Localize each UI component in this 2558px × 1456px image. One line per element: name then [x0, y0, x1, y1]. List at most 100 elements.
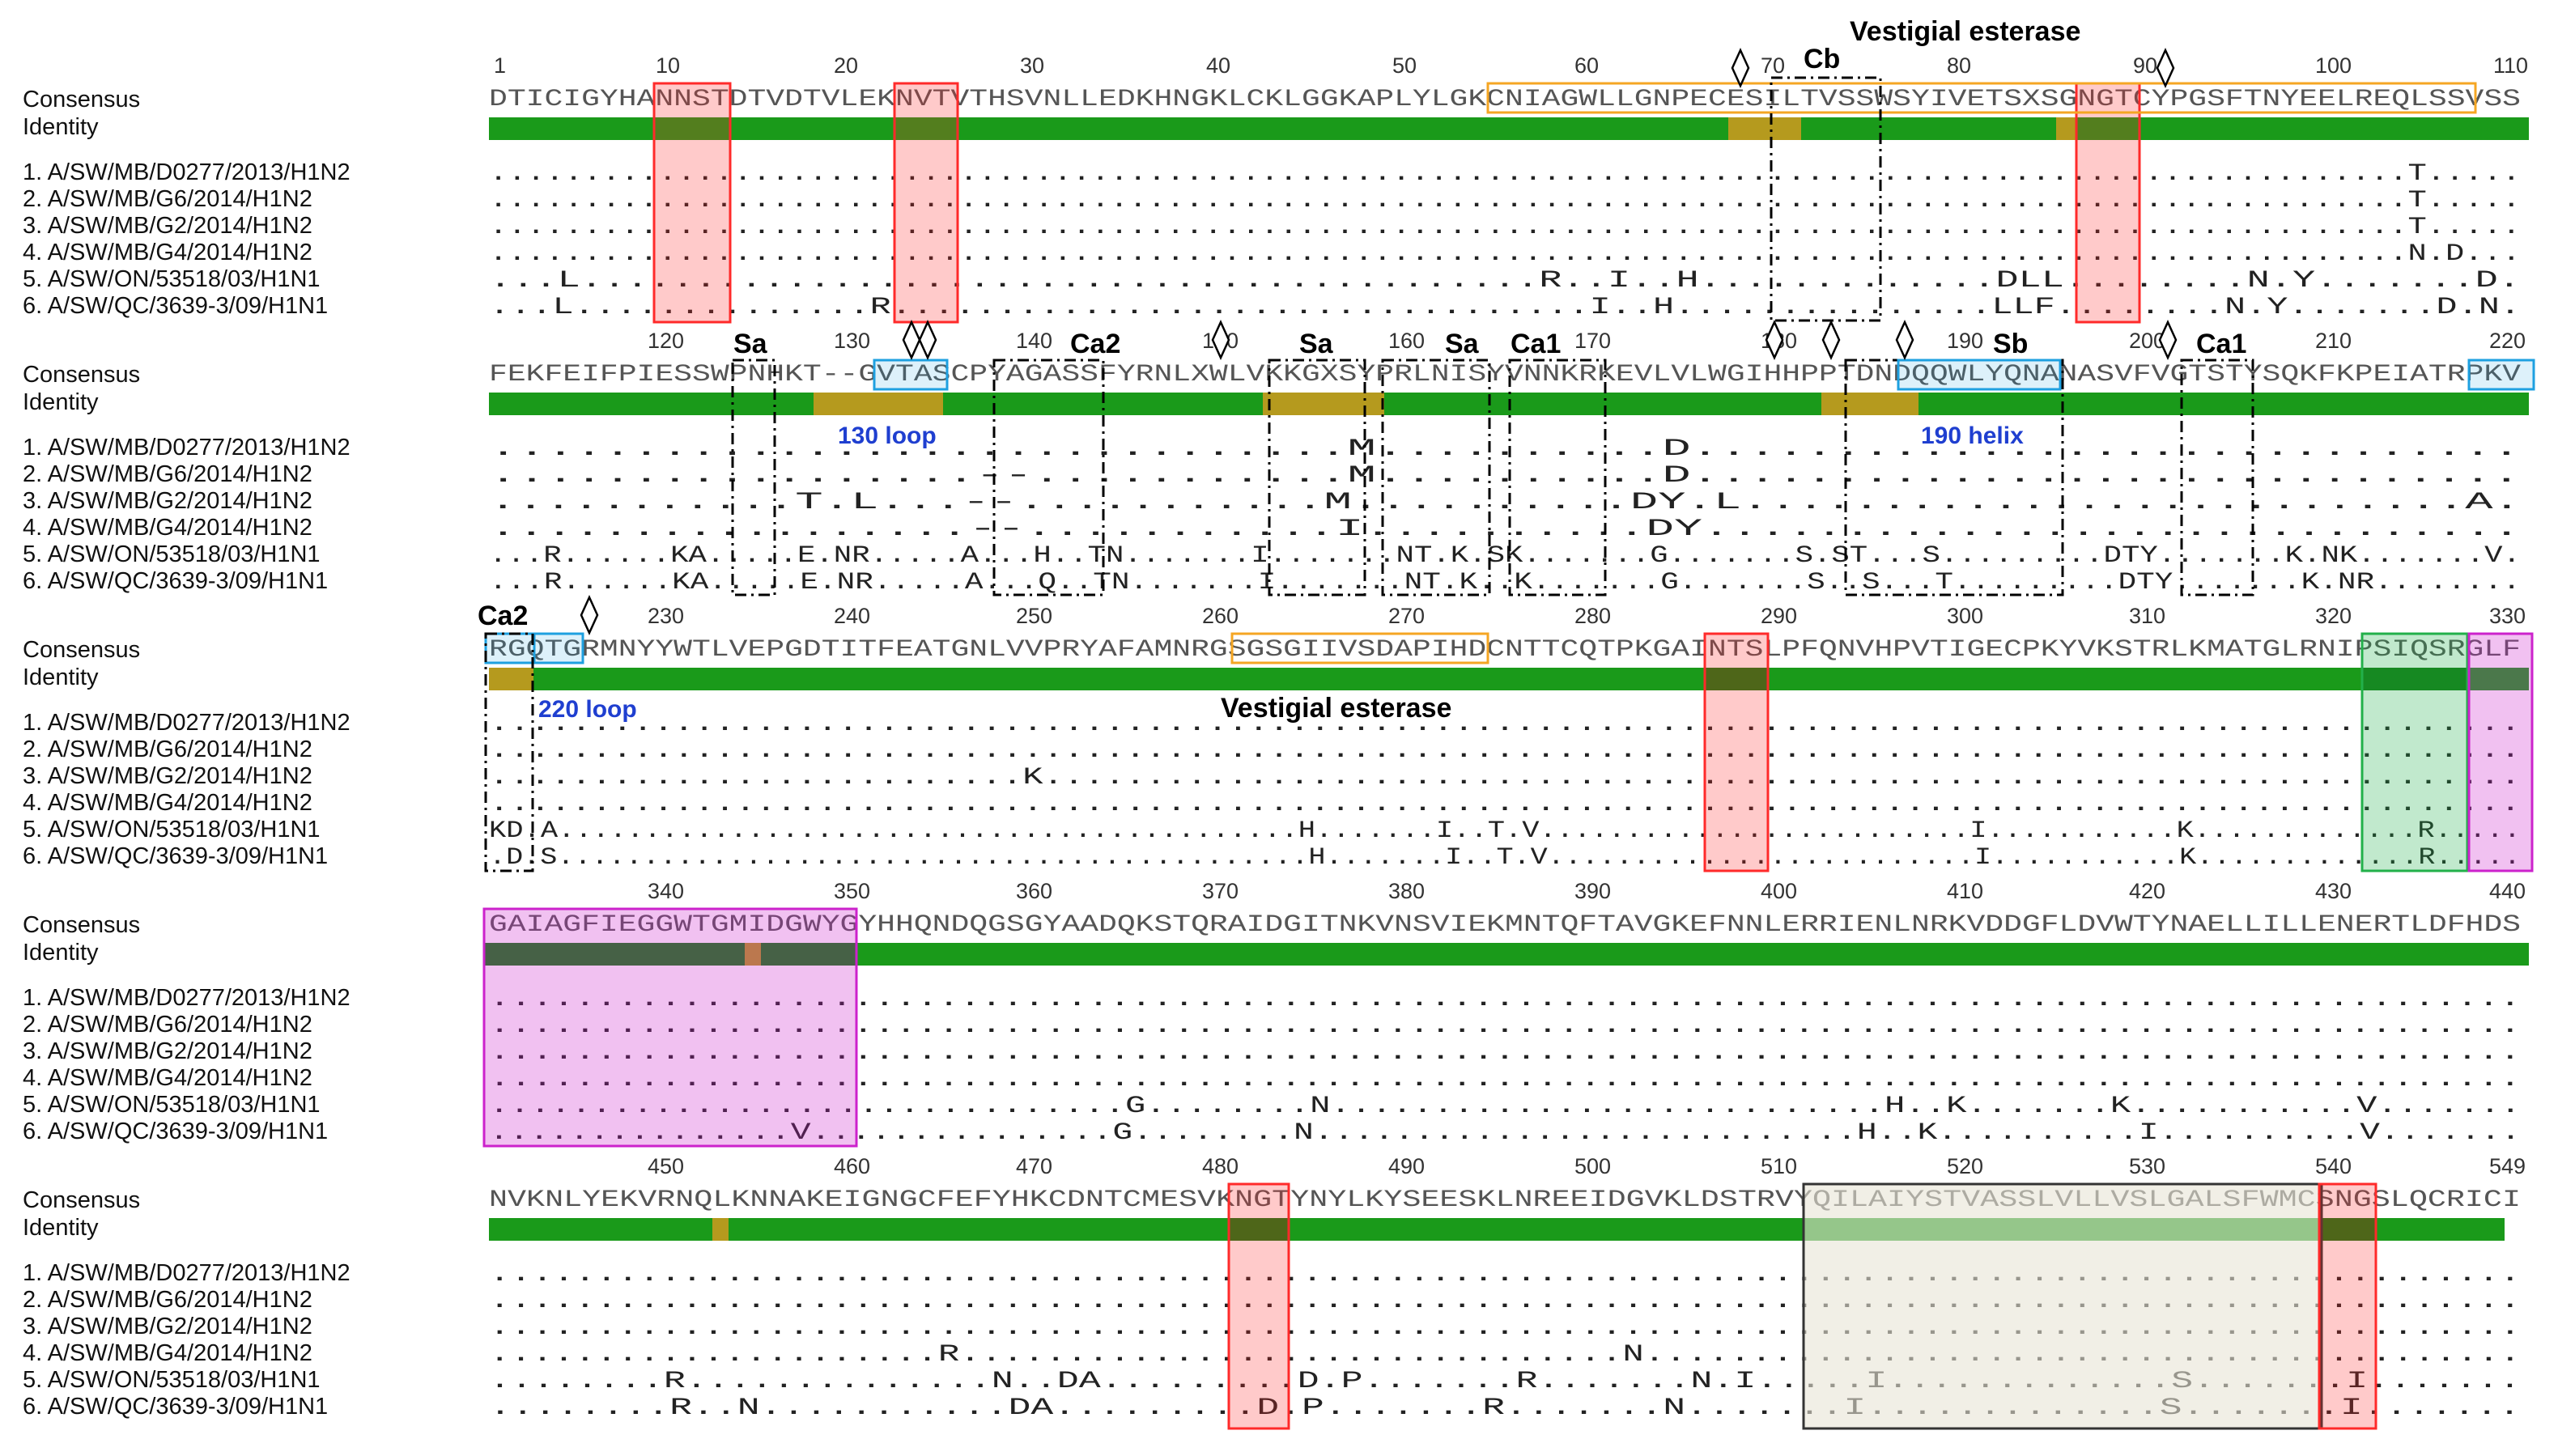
identity-label: Identity	[23, 114, 99, 140]
sequence-name: 4. A/SW/MB/G4/2014/H1N2	[23, 1065, 312, 1091]
identity-bar-dark	[2319, 1218, 2376, 1241]
sequence-name: 2. A/SW/MB/G6/2014/H1N2	[23, 736, 312, 762]
identity-bar-dark	[1229, 1218, 1289, 1241]
region-label: Sa	[1445, 329, 1480, 359]
identity-bar-dark	[484, 943, 856, 966]
position-tick: 500	[1574, 1154, 1611, 1178]
position-tick: 40	[1206, 53, 1230, 78]
position-tick: 50	[1392, 53, 1417, 78]
transmembrane-domain-box	[1802, 1182, 2323, 1430]
position-tick: 290	[1761, 604, 1797, 628]
position-tick: 540	[2315, 1154, 2352, 1178]
sequence-name: 1. A/SW/MB/D0277/2013/H1N2	[23, 710, 351, 736]
diamond-marker-icon	[2156, 47, 2175, 89]
position-tick: 280	[1574, 604, 1611, 628]
identity-bar	[489, 668, 2529, 690]
receptor-binding-220-loop-box	[2467, 359, 2535, 391]
sequence-name: 1. A/SW/MB/D0277/2013/H1N2	[23, 435, 351, 461]
sequence-row: ..........................K.............…	[489, 764, 2521, 792]
position-tick: 420	[2129, 879, 2165, 903]
identity-bar-partial	[712, 1218, 729, 1241]
position-tick: 210	[2315, 329, 2352, 353]
sequence-row: .D.S....................................…	[489, 844, 2521, 872]
position-tick: 160	[1388, 329, 1425, 353]
consensus-label: Consensus	[23, 637, 140, 663]
sequence-row: ........................................…	[489, 791, 2521, 818]
sequence-row: ........................................…	[489, 160, 2521, 188]
sequence-row: .................--...........M.........…	[489, 462, 2521, 490]
position-tick: 230	[648, 604, 684, 628]
sequence-name: 4. A/SW/MB/G4/2014/H1N2	[23, 240, 312, 265]
sequence-name: 5. A/SW/ON/53518/03/H1N1	[23, 1092, 321, 1118]
position-tick: 130	[834, 329, 870, 353]
position-tick: 80	[1947, 53, 1971, 78]
sequence-name: 6. A/SW/QC/3639-3/09/H1N1	[23, 293, 328, 319]
position-tick: 520	[1947, 1154, 1983, 1178]
identity-bar-partial	[489, 668, 533, 690]
region-label: Vestigial esterase	[1221, 693, 1451, 724]
position-tick: 390	[1574, 879, 1611, 903]
consensus-sequence: RGQTGRMNYYWTLVEPGDTITFEATGNLVVPRYAFAMNRG…	[489, 636, 2521, 664]
sequence-name: 1. A/SW/MB/D0277/2013/H1N2	[23, 985, 351, 1011]
sequence-row: ........................................…	[489, 711, 2521, 738]
position-tick: 260	[1202, 604, 1239, 628]
sequence-row: ........................................…	[489, 187, 2521, 214]
region-label-blue: 220 loop	[538, 696, 637, 723]
sequence-row: ........................................…	[489, 240, 2521, 268]
receptor-binding-130-loop-box	[873, 359, 949, 391]
position-tick: 30	[1020, 53, 1044, 78]
glycosylation-site-box	[652, 82, 732, 324]
sequence-row: ...R......KA.....E.NR.....A...Q..TN.....…	[489, 569, 2521, 596]
consensus-label: Consensus	[23, 362, 140, 388]
position-tick: 470	[1016, 1154, 1052, 1178]
identity-bar-partial	[745, 943, 761, 966]
position-tick: 140	[1016, 329, 1052, 353]
position-tick: 190	[1947, 329, 1983, 353]
position-tick: 490	[1388, 1154, 1425, 1178]
position-tick: 360	[1016, 879, 1052, 903]
consensus-label: Consensus	[23, 1187, 140, 1213]
sequence-row: ...R......KA.....E.NR.....A...H..TN.....…	[489, 542, 2521, 570]
antigenic-site-cb-box	[1770, 76, 1882, 322]
position-tick: 100	[2315, 53, 2352, 78]
glycosylation-site-box	[893, 82, 959, 324]
glycosylation-site-box	[2075, 82, 2141, 324]
diamond-marker-icon	[580, 594, 599, 636]
sequence-name: 3. A/SW/MB/G2/2014/H1N2	[23, 1314, 312, 1339]
position-tick: 480	[1202, 1154, 1239, 1178]
sequence-name: 6. A/SW/QC/3639-3/09/H1N1	[23, 1119, 328, 1144]
region-label: Sa	[1299, 329, 1334, 359]
sequence-row: ........................................…	[489, 1066, 2521, 1093]
identity-label: Identity	[23, 389, 99, 415]
position-tick: 10	[656, 53, 680, 78]
position-tick: 330	[2489, 604, 2526, 628]
position-tick: 400	[1761, 879, 1797, 903]
position-tick: 250	[1016, 604, 1052, 628]
sequence-name: 1. A/SW/MB/D0277/2013/H1N2	[23, 1260, 351, 1286]
alignment-block-1: 1 10 20 30 40 50 60 70 80 90 100 110 Con…	[23, 16, 2529, 324]
sequence-row: ........................................…	[489, 214, 2521, 241]
diamond-marker-icon	[1211, 319, 1230, 361]
sequence-row: ........................................…	[489, 1012, 2521, 1040]
alignment-block-3: 230 240 250 260 270 280 290 300 310 320 …	[23, 594, 2534, 872]
sequence-name: 5. A/SW/ON/53518/03/H1N1	[23, 541, 321, 567]
position-tick: 549	[2489, 1154, 2526, 1178]
sequence-row: .................--...........I.........…	[489, 516, 2521, 543]
antigenic-site-ca1-box	[1508, 359, 1607, 596]
diamond-marker-icon	[1731, 47, 1750, 89]
sequence-name: 3. A/SW/MB/G2/2014/H1N2	[23, 488, 312, 514]
sequence-name: 2. A/SW/MB/G6/2014/H1N2	[23, 461, 312, 487]
sequence-row: ........................................…	[489, 1039, 2521, 1067]
antigenic-site-sa-box	[1381, 359, 1491, 596]
position-tick: 90	[2133, 53, 2157, 78]
receptor-binding-190-helix-box	[1897, 359, 2062, 391]
identity-bar-partial	[1821, 393, 1918, 415]
alignment-block-4: 340 350 360 370 380 390 400 410 420 430 …	[23, 879, 2529, 1148]
sequence-name: 3. A/SW/MB/G2/2014/H1N2	[23, 213, 312, 239]
region-label-blue: 190 helix	[1921, 422, 2024, 449]
consensus-label: Consensus	[23, 912, 140, 938]
region-label: Vestigial esterase	[1850, 16, 2080, 47]
vestigial-esterase-box	[1486, 82, 2477, 114]
